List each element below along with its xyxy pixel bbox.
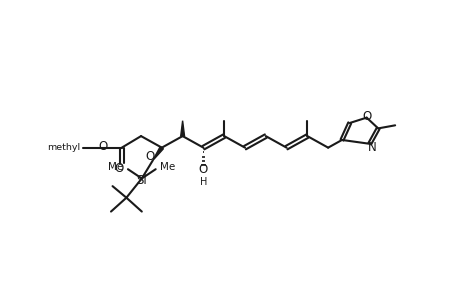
Polygon shape <box>180 121 184 136</box>
Text: Me: Me <box>160 162 175 172</box>
Text: N: N <box>367 141 375 154</box>
Text: H: H <box>199 177 207 187</box>
Text: O: O <box>98 140 107 153</box>
Text: O: O <box>146 150 155 164</box>
Text: Me: Me <box>108 162 123 172</box>
Text: O: O <box>362 110 371 123</box>
Text: methyl: methyl <box>47 143 80 152</box>
Text: Si: Si <box>136 174 147 187</box>
Text: O: O <box>198 164 207 176</box>
Polygon shape <box>152 146 163 161</box>
Text: O: O <box>114 162 123 175</box>
